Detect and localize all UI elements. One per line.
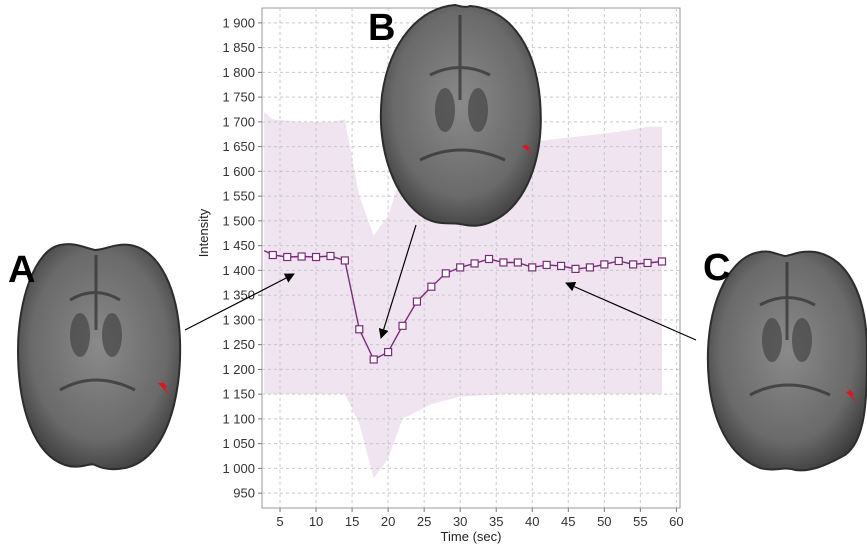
data-point bbox=[384, 347, 393, 357]
y-tick-label: 1 350 bbox=[222, 288, 255, 303]
brain-image-b bbox=[380, 3, 542, 227]
x-tick-label: 5 bbox=[276, 514, 283, 529]
y-tick-label: 950 bbox=[233, 486, 255, 501]
data-point bbox=[643, 258, 652, 268]
y-tick-label: 1 600 bbox=[222, 164, 255, 179]
data-point bbox=[499, 258, 508, 267]
data-point bbox=[297, 252, 306, 261]
data-point bbox=[657, 257, 667, 266]
y-tick-label: 1 900 bbox=[222, 15, 255, 30]
panel-label-b: B bbox=[368, 7, 395, 49]
y-tick-label: 1 500 bbox=[222, 213, 255, 228]
series-layer bbox=[263, 249, 667, 364]
y-tick-label: 1 000 bbox=[222, 461, 255, 476]
x-tick-label: 45 bbox=[561, 514, 575, 529]
x-tick-label: 30 bbox=[453, 514, 467, 529]
data-point bbox=[542, 260, 551, 270]
data-point bbox=[398, 321, 407, 330]
y-tick-label: 1 750 bbox=[222, 90, 255, 105]
data-point bbox=[283, 252, 292, 262]
y-tick-label: 1 150 bbox=[222, 387, 255, 402]
x-tick-label: 25 bbox=[417, 514, 431, 529]
data-point bbox=[355, 325, 364, 334]
y-tick-label: 1 800 bbox=[222, 65, 255, 80]
data-point bbox=[369, 355, 378, 364]
data-point bbox=[268, 250, 277, 260]
data-point bbox=[600, 260, 609, 269]
callout-arrow-b bbox=[378, 224, 417, 339]
y-axis-label: Intensity bbox=[196, 208, 211, 257]
grid bbox=[262, 8, 680, 508]
data-point bbox=[571, 264, 580, 273]
x-tick-label: 40 bbox=[525, 514, 539, 529]
x-tick-label: 50 bbox=[597, 514, 611, 529]
data-point bbox=[629, 260, 638, 269]
x-tick-label: 15 bbox=[345, 514, 359, 529]
marker-arrow-icon bbox=[521, 141, 535, 157]
y-tick-label: 1 700 bbox=[222, 114, 255, 129]
y-tick-label: 1 250 bbox=[222, 337, 255, 352]
marker-arrow-icon bbox=[158, 378, 170, 396]
brain-image-a bbox=[16, 243, 182, 471]
y-tick-label: 1 850 bbox=[222, 40, 255, 55]
data-point bbox=[484, 254, 494, 264]
y-tick-label: 1 050 bbox=[222, 436, 255, 451]
band-area bbox=[264, 112, 662, 479]
data-point bbox=[556, 261, 566, 271]
panel-label-a: A bbox=[8, 249, 35, 291]
marker-arrow-icon bbox=[846, 386, 858, 404]
data-point bbox=[614, 256, 623, 266]
x-tick-label: 35 bbox=[489, 514, 503, 529]
data-point bbox=[513, 258, 522, 267]
data-point bbox=[412, 297, 422, 306]
data-point bbox=[528, 263, 537, 272]
data-point bbox=[326, 251, 335, 261]
y-tick-label: 1 200 bbox=[222, 362, 255, 377]
x-axis-ticks: 5 10 15 20 25 30 35 40 45 50 55 60 bbox=[276, 508, 684, 529]
data-point bbox=[427, 282, 436, 291]
confidence-band bbox=[264, 112, 662, 479]
x-tick-label: 60 bbox=[669, 514, 683, 529]
y-tick-label: 1 650 bbox=[222, 139, 255, 154]
data-point bbox=[441, 269, 450, 278]
brain-image-c bbox=[706, 250, 867, 472]
y-tick-label: 1 100 bbox=[222, 411, 255, 426]
data-point bbox=[470, 259, 479, 268]
data-point bbox=[456, 263, 465, 272]
x-tick-label: 55 bbox=[633, 514, 647, 529]
y-tick-label: 1 400 bbox=[222, 263, 255, 278]
callout-arrow-c bbox=[565, 282, 697, 341]
y-tick-label: 1 300 bbox=[222, 312, 255, 327]
x-tick-label: 10 bbox=[309, 514, 323, 529]
data-point bbox=[340, 256, 349, 265]
x-axis-label: Time (sec) bbox=[441, 529, 502, 544]
callout-arrow-a bbox=[184, 273, 295, 331]
y-tick-label: 1 450 bbox=[222, 238, 255, 253]
data-point bbox=[311, 252, 321, 262]
y-tick-label: 1 550 bbox=[222, 189, 255, 204]
panel-label-c: C bbox=[703, 247, 730, 289]
x-tick-label: 20 bbox=[381, 514, 395, 529]
data-point bbox=[585, 263, 595, 272]
y-axis-ticks: 950 1 000 1 050 1 100 1 150 1 200 1 250 1 300 1 … bbox=[222, 15, 262, 501]
